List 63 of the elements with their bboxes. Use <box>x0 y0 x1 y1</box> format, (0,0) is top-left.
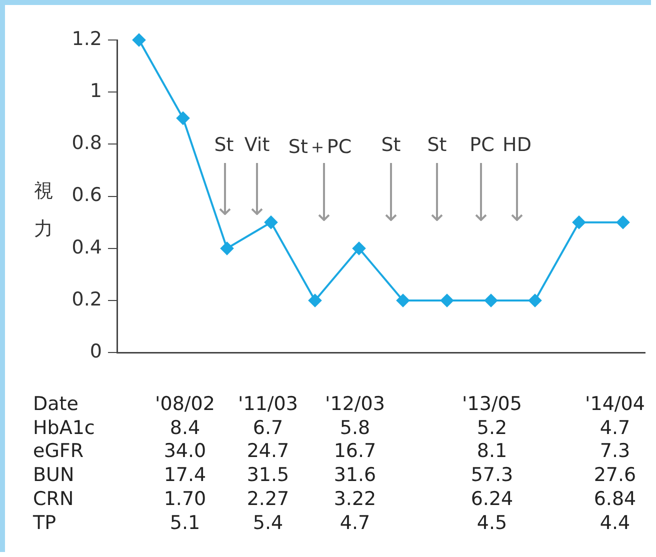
text: 2.27 <box>246 488 290 510</box>
text: 4.5 <box>476 512 508 534</box>
annotation: St <box>214 134 234 156</box>
y-tick-label: 1 <box>90 80 102 102</box>
point <box>440 294 454 307</box>
y-axis-title: 視力 <box>34 179 54 242</box>
point <box>176 112 190 125</box>
text: Date <box>33 393 78 415</box>
text: '14/04 <box>585 393 645 415</box>
y-tick-label: 1.2 <box>72 28 102 50</box>
text: 3.22 <box>334 488 376 510</box>
point <box>220 242 234 255</box>
text: 5.1 <box>170 512 200 534</box>
point <box>396 294 410 307</box>
point <box>132 34 146 46</box>
text: 6.24 <box>470 488 514 510</box>
text: 8.4 <box>170 416 200 439</box>
text: 17.4 <box>164 464 206 486</box>
annotation: Vit <box>244 134 270 156</box>
text: 1.70 <box>164 488 206 510</box>
annotation: St <box>427 134 447 156</box>
annotation: St <box>381 134 401 156</box>
y-tick-label: 0.2 <box>72 288 102 310</box>
text: 7.3 <box>600 440 630 462</box>
point <box>352 242 366 255</box>
text: CRN <box>33 488 74 510</box>
y-tick-label: 0.4 <box>72 236 102 258</box>
y-tick-label: 0 <box>90 340 102 363</box>
text: '08/02 <box>155 393 215 415</box>
y-tick-label: 0.6 <box>72 184 102 206</box>
text: 27.6 <box>594 464 636 486</box>
text: 57.3 <box>470 464 514 486</box>
text: '11/03 <box>238 393 298 415</box>
text: 24.7 <box>246 440 290 462</box>
point <box>616 216 630 229</box>
text: 6.7 <box>252 416 284 439</box>
text: HbA1c <box>33 416 95 439</box>
text: '12/03 <box>325 393 385 415</box>
point <box>264 216 278 229</box>
text: 16.7 <box>334 440 376 462</box>
text: 5.2 <box>476 416 508 439</box>
text: TP <box>33 512 56 534</box>
text: 6.84 <box>594 488 636 510</box>
point <box>572 216 586 229</box>
text: 31.6 <box>334 464 376 486</box>
text: 5.8 <box>340 416 370 439</box>
text: 4.7 <box>600 416 630 439</box>
text: 5.4 <box>252 512 284 534</box>
text: 4.4 <box>600 512 630 534</box>
text: '13/05 <box>462 393 522 415</box>
annotation: PC <box>470 134 494 156</box>
text: BUN <box>33 464 74 486</box>
text: eGFR <box>33 440 84 462</box>
text: 8.1 <box>476 440 508 462</box>
text: 4.7 <box>340 512 370 534</box>
point <box>528 294 542 307</box>
point <box>484 294 498 307</box>
annotation: HD <box>502 134 532 156</box>
annotation: St＋PC <box>288 135 352 160</box>
point <box>308 294 322 307</box>
text: 34.0 <box>164 440 206 462</box>
y-tick-label: 0.8 <box>72 132 102 154</box>
text: 31.5 <box>246 464 290 486</box>
